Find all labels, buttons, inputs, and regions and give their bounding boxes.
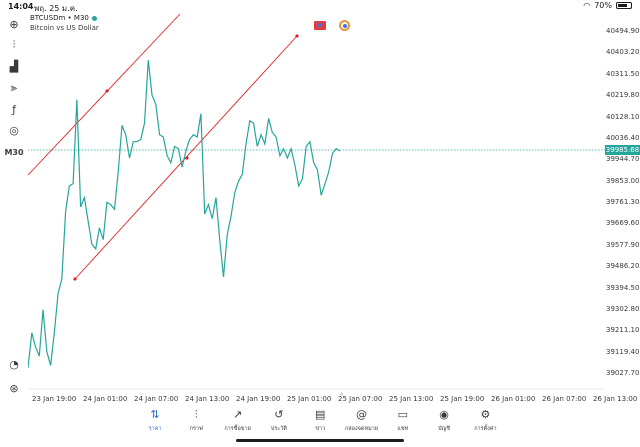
news-icon: ▤ bbox=[298, 408, 342, 422]
time-axis-label: 24 Jan 07:00 bbox=[134, 395, 178, 403]
chart-icon: ⫶ bbox=[174, 408, 218, 422]
tab-quotes[interactable]: ⇅ ราคา bbox=[133, 408, 177, 433]
time-axis-label: 26 Jan 01:00 bbox=[491, 395, 535, 403]
price-axis-label: 39577.90 bbox=[606, 241, 639, 249]
time-axis-label: 26 Jan 13:00 bbox=[593, 395, 637, 403]
tab-label: การซื้อขาย bbox=[216, 425, 260, 433]
price-axis-label: 40494.90 bbox=[606, 27, 639, 35]
time-axis-label: 25 Jan 19:00 bbox=[440, 395, 484, 403]
time-axis-label: 24 Jan 01:00 bbox=[83, 395, 127, 403]
time-axis-label: 26 Jan 07:00 bbox=[542, 395, 586, 403]
chat-icon: ▭ bbox=[381, 408, 425, 422]
tab-label: การตั้งค่า bbox=[463, 425, 507, 433]
settings-icon: ⚙ bbox=[463, 408, 507, 422]
trendline-upper-anchor bbox=[105, 89, 108, 92]
home-indicator bbox=[236, 439, 404, 442]
tab-chart[interactable]: ⫶ กราฟ bbox=[174, 408, 218, 433]
price-axis-label: 39853.00 bbox=[606, 177, 639, 185]
drawing-toolbar: ⊕ ⫶ ▟ ⫸ ƒ ◎ M30 ◔ ⊛ bbox=[0, 14, 28, 406]
bar-chart-icon[interactable]: ▟ bbox=[4, 58, 24, 74]
function-icon[interactable]: ƒ bbox=[4, 101, 24, 117]
price-axis-label: 39944.70 bbox=[606, 155, 639, 163]
price-axis-label: 39302.80 bbox=[606, 305, 639, 313]
tab-label: บัญชี bbox=[422, 425, 466, 433]
price-axis-label: 39119.40 bbox=[606, 348, 639, 356]
price-axis-label: 40128.10 bbox=[606, 113, 639, 121]
tab-label: แชท bbox=[381, 425, 425, 433]
tab-trade[interactable]: ↗ การซื้อขาย bbox=[216, 408, 260, 433]
symbol-name: BTCUSDm • M30 bbox=[30, 14, 89, 22]
time-axis-label: 24 Jan 19:00 bbox=[236, 395, 280, 403]
price-axis-label: 39027.70 bbox=[606, 369, 639, 377]
tab-mailbox[interactable]: @ กล่องจดหมาย bbox=[340, 408, 384, 433]
candlestick-icon[interactable]: ⫶ bbox=[4, 37, 24, 53]
time-axis-label: 23 Jan 19:00 bbox=[32, 395, 76, 403]
zoom-icon[interactable]: ◔ bbox=[4, 356, 24, 372]
mailbox-icon: @ bbox=[340, 408, 384, 422]
price-axis-label: 40036.40 bbox=[606, 134, 639, 142]
tab-label: ข่าว bbox=[298, 425, 342, 433]
price-axis-label: 40403.20 bbox=[606, 48, 639, 56]
tab-label: กราฟ bbox=[174, 425, 218, 433]
timeframe-button[interactable]: M30 bbox=[4, 144, 24, 160]
time-axis-label: 24 Jan 13:00 bbox=[185, 395, 229, 403]
trendline-lower-mid-anchor bbox=[185, 156, 188, 159]
history-icon: ↺ bbox=[257, 408, 301, 422]
quotes-icon: ⇅ bbox=[133, 408, 177, 422]
trade-icon: ↗ bbox=[216, 408, 260, 422]
trendline-lower-end-anchor bbox=[295, 34, 298, 37]
market-open-indicator bbox=[92, 16, 97, 21]
price-axis-label: 39669.60 bbox=[606, 219, 639, 227]
tab-chat[interactable]: ▭ แชท bbox=[381, 408, 425, 433]
trade-flag-icon[interactable] bbox=[314, 21, 326, 30]
account-icon: ◉ bbox=[422, 408, 466, 422]
tab-label: ประวัติ bbox=[257, 425, 301, 433]
price-line bbox=[28, 60, 340, 368]
trendline-lower-start-anchor bbox=[73, 277, 76, 280]
current-price-tag: 39985.68 bbox=[605, 145, 640, 155]
tab-news[interactable]: ▤ ข่าว bbox=[298, 408, 342, 433]
price-axis-label: 39394.50 bbox=[606, 284, 639, 292]
tab-history[interactable]: ↺ ประวัติ bbox=[257, 408, 301, 433]
price-axis-label: 40219.80 bbox=[606, 91, 639, 99]
price-axis-label: 39486.20 bbox=[606, 262, 639, 270]
signal-icon[interactable] bbox=[339, 20, 350, 31]
tab-label: ราคา bbox=[133, 425, 177, 433]
app-logo-icon[interactable]: ⊛ bbox=[4, 380, 24, 396]
price-axis-label: 40311.50 bbox=[606, 70, 639, 78]
tab-label: กล่องจดหมาย bbox=[340, 425, 384, 433]
tab-account[interactable]: ◉ บัญชี bbox=[422, 408, 466, 433]
tab-settings[interactable]: ⚙ การตั้งค่า bbox=[463, 408, 507, 433]
time-axis-label: 25 Jan 01:00 bbox=[287, 395, 331, 403]
shapes-icon[interactable]: ◎ bbox=[4, 122, 24, 138]
time-axis-label: 25 Jan 13:00 bbox=[389, 395, 433, 403]
price-axis-label: 39761.30 bbox=[606, 198, 639, 206]
symbol-description: Bitcoin vs US Dollar bbox=[30, 24, 99, 32]
price-axis-label: 39211.10 bbox=[606, 326, 639, 334]
indicators-icon[interactable]: ⫸ bbox=[4, 80, 24, 96]
symbol-info[interactable]: BTCUSDm • M30 Bitcoin vs US Dollar bbox=[30, 14, 99, 32]
time-axis-label: 25 Jan 07:00 bbox=[338, 395, 382, 403]
crosshair-icon[interactable]: ⊕ bbox=[4, 16, 24, 32]
trendline-upper bbox=[28, 14, 180, 175]
